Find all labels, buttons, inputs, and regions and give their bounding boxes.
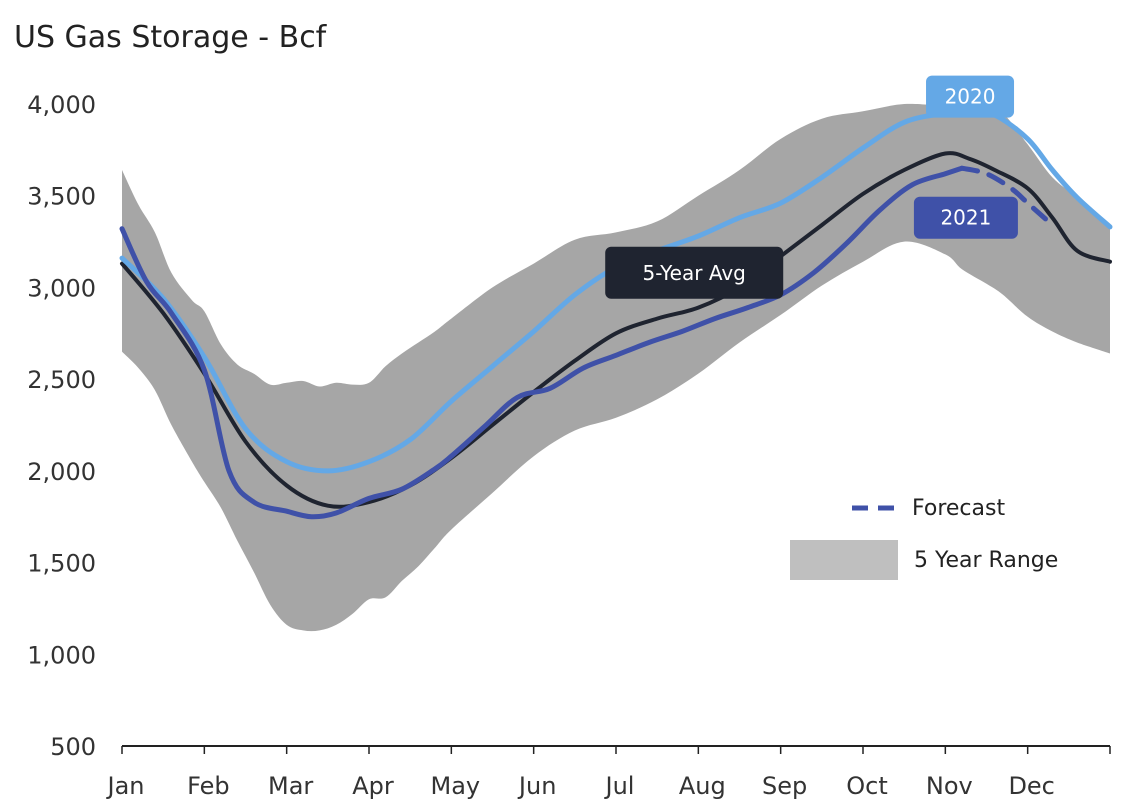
callout-label: 2020 [945,85,996,109]
y-tick-label: 4,000 [27,91,96,119]
y-tick-label: 3,000 [27,274,96,302]
axes-layer: 500 1,000 1,500 2,000 2,500 3,000 3,500 4,000 Ja… [27,91,1111,800]
legend-range-label: 5 Year Range [914,548,1058,573]
y-tick-label: 3,500 [27,183,96,211]
x-tick-label: Jul [604,772,635,800]
y-tick-label: 500 [50,733,96,761]
callout-layer: 2020 2021 5-Year Avg [605,75,1018,299]
callout-box [605,246,784,299]
legend-range-swatch [790,540,898,580]
y-tick-label: 2,000 [27,458,96,486]
callout-label: 5-Year Avg [643,261,746,285]
series-line-2021 [119,165,965,520]
callout-2021: 2021 [913,196,1018,239]
callout-box [926,75,1015,118]
y-tick-label: 1,500 [27,550,96,578]
legend-forecast-label: Forecast [912,496,1005,521]
y-tick-label: 1,000 [27,641,96,669]
y-tick-label: 2,500 [27,366,96,394]
x-tick-label: Oct [846,772,888,800]
x-tick-label: Jan [106,772,145,800]
x-tick-label: Nov [926,772,973,800]
x-tick-label: Dec [1008,772,1054,800]
series-line-forecast [959,165,1055,228]
callout-box [913,196,1018,239]
legend-item-forecast: Forecast [852,496,1005,521]
legend-layer: Forecast 5 Year Range [790,496,1058,580]
x-tick-label: May [431,772,481,800]
series-line-5-year-avg [120,151,1112,509]
legend-item-five-year-range: 5 Year Range [790,540,1058,580]
x-tick-label: Mar [268,772,313,800]
chart-title: US Gas Storage - Bcf [14,20,327,55]
callout-label: 2021 [940,206,991,230]
callout-2020: 2020 [926,75,1015,118]
x-tick-label: Apr [352,772,394,800]
callout-5-year-avg: 5-Year Avg [605,246,784,299]
x-tick-label: Sep [762,772,807,800]
x-tick-label: Aug [679,772,726,800]
x-tick-label: Feb [187,772,230,800]
x-tick-label: Jun [517,772,557,800]
